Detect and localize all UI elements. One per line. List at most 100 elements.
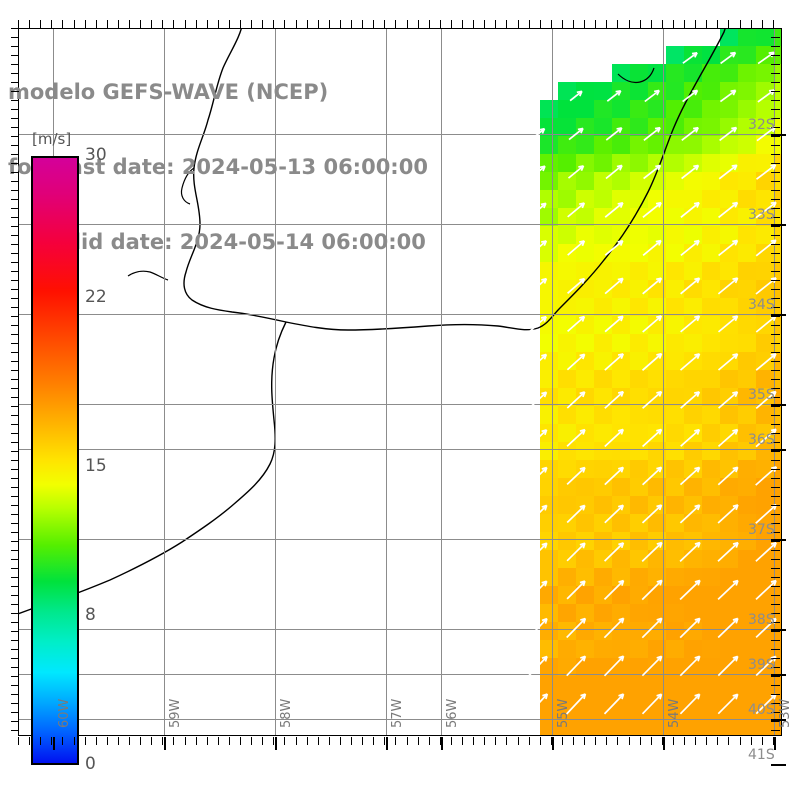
axis-tick [11,217,19,218]
wind-arrow [528,542,548,562]
axis-tick [40,20,42,28]
raster-cell [540,226,558,244]
wind-arrow [718,239,739,257]
axis-tick [695,20,697,28]
axis-tick [11,397,19,398]
wind-arrow [681,164,700,180]
axis-tick [771,433,780,434]
wind-arrow [681,126,699,141]
raster-cell [756,100,774,118]
axis-tick [439,20,441,28]
wind-arrow [718,164,738,180]
raster-cell [576,334,594,352]
raster-cell [558,298,576,316]
axis-tick [606,20,608,28]
wind-arrow [717,353,739,371]
axis-tick [462,737,463,745]
raster-cell [666,298,684,316]
raster-cell [594,604,612,622]
colorbar[interactable] [31,156,79,765]
axis-tick [11,100,19,101]
axis-tick [339,737,341,745]
axis-tick [439,737,441,745]
axis-tick [284,20,286,28]
axis-tick [771,595,780,596]
raster-cell [540,586,558,604]
raster-cell [540,298,558,316]
raster-cell [630,172,648,190]
axis-tick [771,208,780,209]
axis-tick [240,20,241,28]
raster-cell [738,172,756,190]
raster-cell [576,640,594,658]
raster-cell [558,280,576,298]
raster-cell [576,586,594,604]
axis-tick [295,737,297,745]
raster-cell [540,478,558,496]
wind-arrow [717,617,739,639]
wind-arrow [641,352,663,371]
raster-cell [702,316,720,334]
axis-tick [771,514,780,515]
colorbar-tick-0: 0 [85,754,96,774]
raster-cell [738,46,756,64]
raster-cell [702,712,720,730]
axis-tick [771,505,780,506]
axis-tick [11,505,19,506]
raster-cell [558,730,576,736]
raster-cell [756,604,774,622]
raster-cell [720,712,738,730]
latitude-label: 36S [748,432,775,448]
wind-arrow [680,239,700,257]
raster-cell [684,262,702,280]
raster-cell [666,676,684,694]
raster-cell [684,730,702,736]
raster-cell [594,370,612,388]
raster-cell [720,406,738,424]
raster-cell [756,82,774,100]
raster-cell [576,730,594,736]
axis-tick [771,262,780,263]
wind-arrow [566,655,587,677]
raster-cell [612,676,630,694]
latitude-label: 37S [748,522,775,538]
axis-tick [771,388,780,389]
raster-cell [756,406,774,424]
axis-tick [628,737,630,745]
raster-cell [738,676,756,694]
raster-cell [648,514,666,532]
raster-cell [684,712,702,730]
axis-tick [771,190,780,191]
raster-cell [630,64,648,82]
wind-arrow [679,353,701,371]
raster-cell [576,172,594,190]
raster-cell [630,226,648,244]
raster-cell [558,550,576,568]
axis-tick-major [771,674,786,676]
axis-tick [750,737,752,745]
axis-tick [11,676,19,677]
top-axis-ruler [18,12,782,28]
raster-cell [594,442,612,460]
raster-cell [702,406,720,424]
raster-cell [558,460,576,478]
axis-tick [373,20,375,28]
axis-tick [639,20,641,28]
map-plot-area[interactable] [18,28,782,736]
axis-tick [761,20,763,28]
axis-tick [728,20,730,28]
axis-tick [11,361,19,362]
raster-cell [594,334,612,352]
raster-cell [612,478,630,496]
axis-tick [417,20,419,28]
raster-cell [630,316,648,334]
wind-arrow [642,201,662,218]
raster-cell [666,442,684,460]
wind-arrow [604,277,624,295]
axis-tick [771,73,780,74]
raster-cell [558,406,576,424]
raster-cell [738,460,756,478]
colorbar-tick-15: 15 [85,455,107,476]
axis-tick [761,737,763,745]
wind-arrow [603,617,625,639]
